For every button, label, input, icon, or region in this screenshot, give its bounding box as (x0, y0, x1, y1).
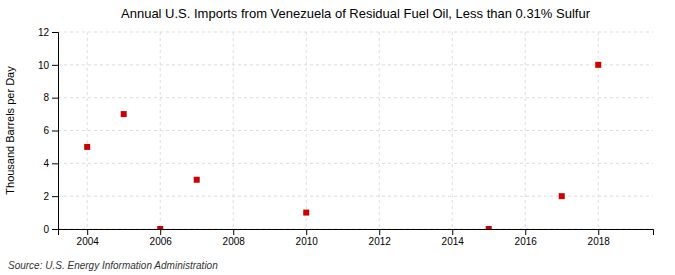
tick-mark (452, 229, 453, 235)
tick: 2014 (442, 229, 465, 247)
grid-line (58, 64, 653, 65)
tick: 6 (43, 125, 58, 136)
tick-label: 10 (38, 60, 50, 71)
x-axis: 2004 2006 2008 2010 2012 2014 2016 2018 (59, 229, 654, 247)
tick-label: 2006 (150, 236, 173, 247)
point (121, 111, 127, 117)
tick: 2010 (296, 229, 319, 247)
tick-mark (379, 229, 380, 235)
tick-label: 0 (43, 224, 49, 235)
tick-label: 4 (43, 158, 49, 169)
tick-label: 2018 (588, 236, 611, 247)
grid-line (160, 32, 161, 229)
source: Source: U.S. Energy Information Administ… (8, 260, 218, 271)
tick: 10 (38, 60, 58, 71)
tick-mark (306, 229, 307, 235)
tick-label: 2014 (442, 236, 465, 247)
tick: 2016 (515, 229, 538, 247)
tick-mark (52, 32, 58, 33)
tick-mark (598, 229, 599, 235)
grid-line (87, 32, 88, 229)
grid-line (525, 32, 526, 229)
tick-label: 8 (43, 92, 49, 103)
grid (58, 32, 653, 229)
tick-label: 2012 (369, 236, 392, 247)
grid-line (452, 32, 453, 229)
tick: 2012 (369, 229, 392, 247)
y-axis-title: Thousand Barrels per Day (4, 66, 16, 195)
chart: 2004 2006 2008 2010 2012 2014 2016 2018 0 2 4 6 8 10 1… (0, 0, 675, 275)
title: Annual U.S. Imports from Venezuela of Re… (121, 6, 591, 21)
grid-line (233, 32, 234, 229)
point (84, 144, 90, 150)
tick-mark (160, 229, 161, 235)
tick-mark (233, 229, 234, 235)
plot: 2004 2006 2008 2010 2012 2014 2016 2018 0 2 4 6 8 10 1… (38, 27, 654, 247)
tick-mark (52, 163, 58, 164)
point (486, 226, 492, 229)
tick: 2 (43, 191, 58, 202)
tick-label: 2004 (77, 236, 100, 247)
point (194, 177, 200, 183)
tick-mark (52, 98, 58, 99)
tick: 12 (38, 27, 58, 38)
tick-label: 2008 (223, 236, 246, 247)
tick: 8 (43, 92, 58, 103)
grid-line (306, 32, 307, 229)
point (595, 62, 601, 68)
tick-mark (525, 229, 526, 235)
tick-mark (52, 65, 58, 66)
points (84, 62, 601, 229)
axis-line (52, 33, 59, 230)
tick: 2004 (77, 229, 100, 247)
point (157, 226, 163, 229)
tick: 2006 (150, 229, 173, 247)
tick: 2018 (588, 229, 611, 247)
grid-line (58, 163, 653, 164)
tick: 4 (43, 158, 58, 169)
grid-line (379, 32, 380, 229)
tick-mark (52, 196, 58, 197)
tick-mark (52, 229, 58, 230)
tick-mark (52, 131, 58, 132)
grid-line (58, 97, 653, 98)
grid-line (58, 32, 653, 33)
tick-label: 6 (43, 125, 49, 136)
tick: 2008 (223, 229, 246, 247)
tick-label: 2016 (515, 236, 538, 247)
tick-label: 2 (43, 191, 49, 202)
axis-line (59, 230, 654, 236)
tick: 0 (43, 224, 58, 235)
point (559, 193, 565, 199)
tick-label: 12 (38, 27, 50, 38)
point (303, 210, 309, 216)
grid-line (58, 130, 653, 131)
tick-label: 2010 (296, 236, 319, 247)
grid-line (598, 32, 599, 229)
tick-mark (87, 229, 88, 235)
y-axis: 0 2 4 6 8 10 12 (38, 27, 59, 235)
